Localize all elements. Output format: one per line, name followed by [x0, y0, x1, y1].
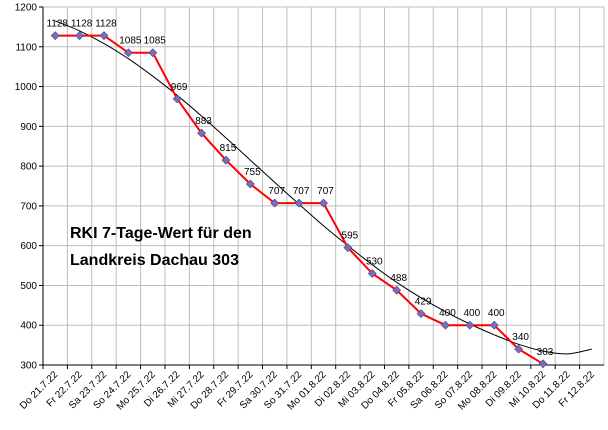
data-label: 400 [439, 308, 456, 319]
y-tick-label: 500 [20, 281, 37, 292]
data-point-marker [197, 128, 206, 138]
y-tick-label: 1000 [15, 82, 38, 93]
data-label: 1128 [71, 19, 93, 30]
data-point-marker [50, 31, 60, 41]
data-label: 340 [512, 332, 529, 343]
data-point-marker [367, 269, 377, 278]
data-label: 1085 [119, 36, 142, 47]
data-label: 815 [220, 143, 237, 154]
data-point-marker [270, 198, 280, 208]
data-point-marker [416, 309, 426, 319]
trendline [55, 20, 592, 355]
axes [39, 6, 604, 369]
data-label: 1085 [144, 36, 167, 47]
data-point-marker [319, 198, 328, 208]
data-point-marker [221, 155, 231, 165]
data-point-marker [99, 31, 109, 41]
data-label: 883 [195, 116, 212, 127]
data-point-marker [148, 48, 158, 58]
data-point-marker [75, 31, 85, 41]
data-label: 969 [171, 82, 188, 93]
data-point-marker [123, 48, 133, 58]
data-point-marker [172, 94, 182, 104]
data-label: 595 [342, 231, 359, 242]
data-label: 707 [293, 186, 310, 197]
data-point-marker [245, 179, 255, 189]
data-label: 429 [415, 297, 432, 308]
data-label: 1128 [95, 19, 117, 30]
data-point-marker [441, 320, 450, 330]
data-markers [50, 31, 548, 369]
data-label: 707 [268, 186, 285, 197]
y-tick-label: 800 [20, 162, 37, 173]
data-label: 755 [244, 167, 261, 178]
data-point-marker [343, 243, 353, 253]
y-tick-label: 300 [20, 361, 37, 372]
data-point-marker [392, 285, 402, 295]
data-label: 530 [366, 257, 383, 268]
y-tick-label: 600 [20, 241, 37, 252]
grid-lines [43, 6, 605, 366]
data-label: 303 [537, 347, 554, 358]
y-tick-label: 1200 [15, 3, 38, 14]
y-tick-label: 400 [20, 321, 37, 332]
data-label: 707 [317, 186, 334, 197]
y-tick-label: 1100 [15, 42, 37, 53]
y-tick-label: 700 [20, 201, 37, 212]
y-tick-labels: 300 400 500 600 700 800 900 1000 1100 1200 [15, 3, 38, 372]
data-label: 1128 [46, 19, 68, 30]
y-tick-label: 900 [20, 122, 37, 133]
data-point-marker [489, 320, 499, 330]
data-point-marker [294, 198, 304, 208]
annotation-line-2: Landkreis Dachau 303 [70, 252, 239, 269]
data-label: 488 [390, 273, 407, 284]
data-label: 400 [488, 308, 505, 319]
annotation-line-1: RKI 7-Tage-Wert für den [70, 225, 252, 242]
data-label: 400 [464, 308, 481, 319]
data-point-marker [514, 344, 524, 354]
data-point-marker [465, 320, 475, 330]
data-point-marker [538, 359, 548, 369]
